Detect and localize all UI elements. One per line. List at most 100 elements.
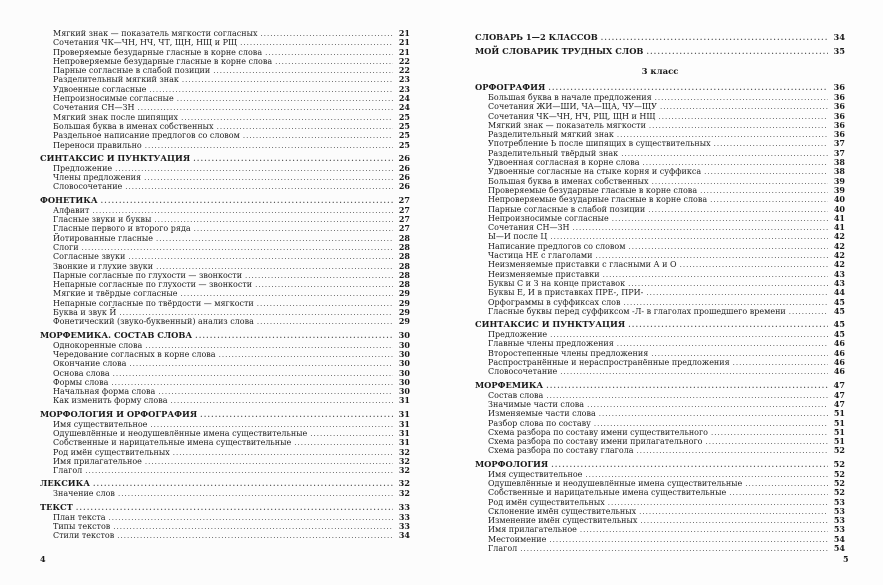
- entry-page-number: 35: [833, 46, 845, 56]
- entry-page-number: 45: [833, 296, 845, 307]
- right-page: СЛОВАРЬ 1—2 КЛАССОВ 34 МОЙ СЛОВАРИК ТРУДНЫ…: [440, 0, 883, 585]
- entry-title: Распространённые и нераспространённые пр…: [488, 358, 730, 368]
- toc-entry: Орфограммы в суффиксах слов 45: [475, 296, 845, 307]
- entry-page-number: 23: [398, 74, 410, 85]
- entry-page-number: 25: [398, 111, 410, 122]
- toc-entry: Сочетания СН—ЗН 24: [40, 102, 410, 113]
- entry-title: Однокоренные слова: [53, 340, 143, 350]
- entry-page-number: 32: [398, 446, 410, 457]
- entry-title: Склонение имён существительных: [488, 506, 637, 516]
- toc-entry: Гласные первого и второго ряда 27: [40, 223, 410, 234]
- toc-entry: Распространённые и нераспространённые пр…: [475, 357, 845, 368]
- toc-entry: Собственные и нарицательные имена сущест…: [475, 487, 845, 498]
- toc-entry: Раздельное написание предлогов со словом…: [40, 130, 410, 140]
- dot-leader: [601, 32, 828, 43]
- entry-title: Окончание слова: [53, 359, 127, 369]
- toc-entry: Как изменить форму слова 31: [40, 396, 410, 406]
- entry-page-number: 29: [398, 316, 410, 327]
- toc-entry: Состав слова 47: [475, 390, 845, 400]
- dot-leader: [617, 340, 828, 349]
- entry-title: Чередование согласных в корне слова: [53, 349, 216, 359]
- entry-page-number: 33: [398, 511, 410, 522]
- entry-page-number: 25: [398, 120, 410, 131]
- entry-title: Как изменить форму слова: [53, 396, 168, 406]
- entry-title: Удвоенные согласные: [53, 84, 147, 94]
- table-of-contents: Мягкий знак — показатель мягкости соглас…: [40, 28, 410, 541]
- toc-entry: Буквы Е, И в приставках ПРЕ-, ПРИ- 44: [475, 287, 845, 297]
- entry-page-number: 47: [833, 379, 845, 390]
- toc-section: МОРФОЛОГИЯ 52: [475, 459, 845, 470]
- entry-title: Предложение: [488, 330, 548, 340]
- dot-leader: [118, 490, 393, 499]
- toc-entry: Разделительный мягкий знак 23: [40, 74, 410, 85]
- toc-entry: Чередование согласных в корне слова 30: [40, 349, 410, 359]
- entry-title: Состав слова: [488, 390, 544, 400]
- entry-page-number: 27: [398, 223, 410, 234]
- toc-section: ФОНЕТИКА 27: [40, 195, 410, 206]
- dot-leader: [129, 360, 393, 369]
- toc-entry: Главные члены предложения 46: [475, 339, 845, 349]
- toc-entry: Удвоенные согласные на стыке корня и суф…: [475, 166, 845, 177]
- toc-entry: Члены предложения 26: [40, 172, 410, 182]
- dot-leader: [612, 215, 828, 224]
- dot-leader: [706, 438, 829, 447]
- toc-section: МОРФОЛОГИЯ И ОРФОГРАФИЯ 31: [40, 409, 410, 420]
- toc-entry: Непарные согласные по глухости — звонкос…: [40, 279, 410, 289]
- toc-entry: Мягкий знак — показатель мягкости соглас…: [40, 28, 410, 39]
- entry-page-number: 22: [398, 55, 410, 66]
- entry-title: Мягкий знак — показатель мягкости соглас…: [53, 29, 258, 38]
- entry-page-number: 42: [833, 250, 845, 261]
- dot-leader: [587, 401, 828, 410]
- table-of-contents: СЛОВАРЬ 1—2 КЛАССОВ 34 МОЙ СЛОВАРИК ТРУДНЫ…: [475, 29, 845, 553]
- dot-leader: [745, 480, 828, 489]
- entry-title: Буквы С и З на конце приставок: [488, 278, 626, 288]
- dot-leader: [729, 489, 828, 498]
- toc-entry: Парные согласные в слабой позиции 22: [40, 65, 410, 75]
- entry-title: Схема разбора по составу имени прилагате…: [488, 437, 703, 447]
- entry-title: Сочетания ЧК—ЧН, НЧ, РЩ, ЩН и НЩ: [488, 111, 656, 121]
- entry-title: Имя прилагательное: [53, 456, 142, 466]
- entry-page-number: 38: [833, 166, 845, 177]
- dot-leader: [608, 499, 828, 508]
- entry-title: Неизменяемые приставки с гласными А и О: [488, 260, 677, 270]
- entry-title: Собственные и нарицательные имена сущест…: [53, 438, 292, 448]
- dot-leader: [548, 82, 828, 93]
- toc-entry: Разделительный твёрдый знак 37: [475, 148, 845, 158]
- entry-page-number: 52: [833, 477, 845, 488]
- entry-page-number: 32: [398, 478, 410, 489]
- entry-page-number: 36: [833, 129, 845, 140]
- toc-entry: Проверяемые безударные гласные в корне с…: [475, 185, 845, 195]
- dot-leader: [182, 76, 393, 85]
- dot-leader: [265, 49, 393, 58]
- dot-leader: [260, 30, 393, 39]
- toc-entry: Словосочетание 46: [475, 367, 845, 377]
- entry-page-number: 41: [833, 222, 845, 233]
- dot-leader: [580, 526, 828, 535]
- entry-page-number: 24: [398, 102, 410, 113]
- entry-title: Изменяемые части слова: [488, 409, 596, 419]
- dot-leader: [145, 458, 393, 467]
- entry-title: Непроверяемые безударные гласные в корне…: [53, 56, 273, 66]
- entry-title: Значение слов: [53, 489, 115, 499]
- dot-leader: [128, 253, 393, 262]
- toc-entry: Типы текстов 33: [40, 521, 410, 531]
- toc-section: МОРФЕМИКА. СОСТАВ СЛОВА 30: [40, 330, 410, 341]
- dot-leader: [113, 370, 393, 379]
- entry-title: Большая буква в именах собственных: [488, 176, 649, 186]
- toc-entry: Окончание слова 30: [40, 358, 410, 369]
- entry-title: Употребление Ь после шипящих в существит…: [488, 139, 711, 149]
- entry-page-number: 30: [398, 367, 410, 378]
- entry-title: Собственные и нарицательные имена сущест…: [488, 488, 727, 498]
- entry-title: Сочетания ЖИ—ШИ, ЧА—ЩА, ЧУ—ЩУ: [488, 102, 657, 112]
- entry-page-number: 51: [833, 436, 845, 447]
- dot-leader: [649, 122, 828, 131]
- entry-page-number: 36: [833, 92, 845, 102]
- entry-page-number: 46: [833, 347, 845, 358]
- dot-leader: [117, 532, 393, 541]
- entry-page-number: 52: [833, 458, 845, 469]
- entry-title: Гласные звуки и буквы: [53, 215, 152, 225]
- entry-title: ОРФОГРАФИЯ: [475, 82, 546, 92]
- entry-page-number: 21: [398, 28, 410, 38]
- entry-page-number: 36: [833, 110, 845, 121]
- dot-leader: [551, 459, 828, 470]
